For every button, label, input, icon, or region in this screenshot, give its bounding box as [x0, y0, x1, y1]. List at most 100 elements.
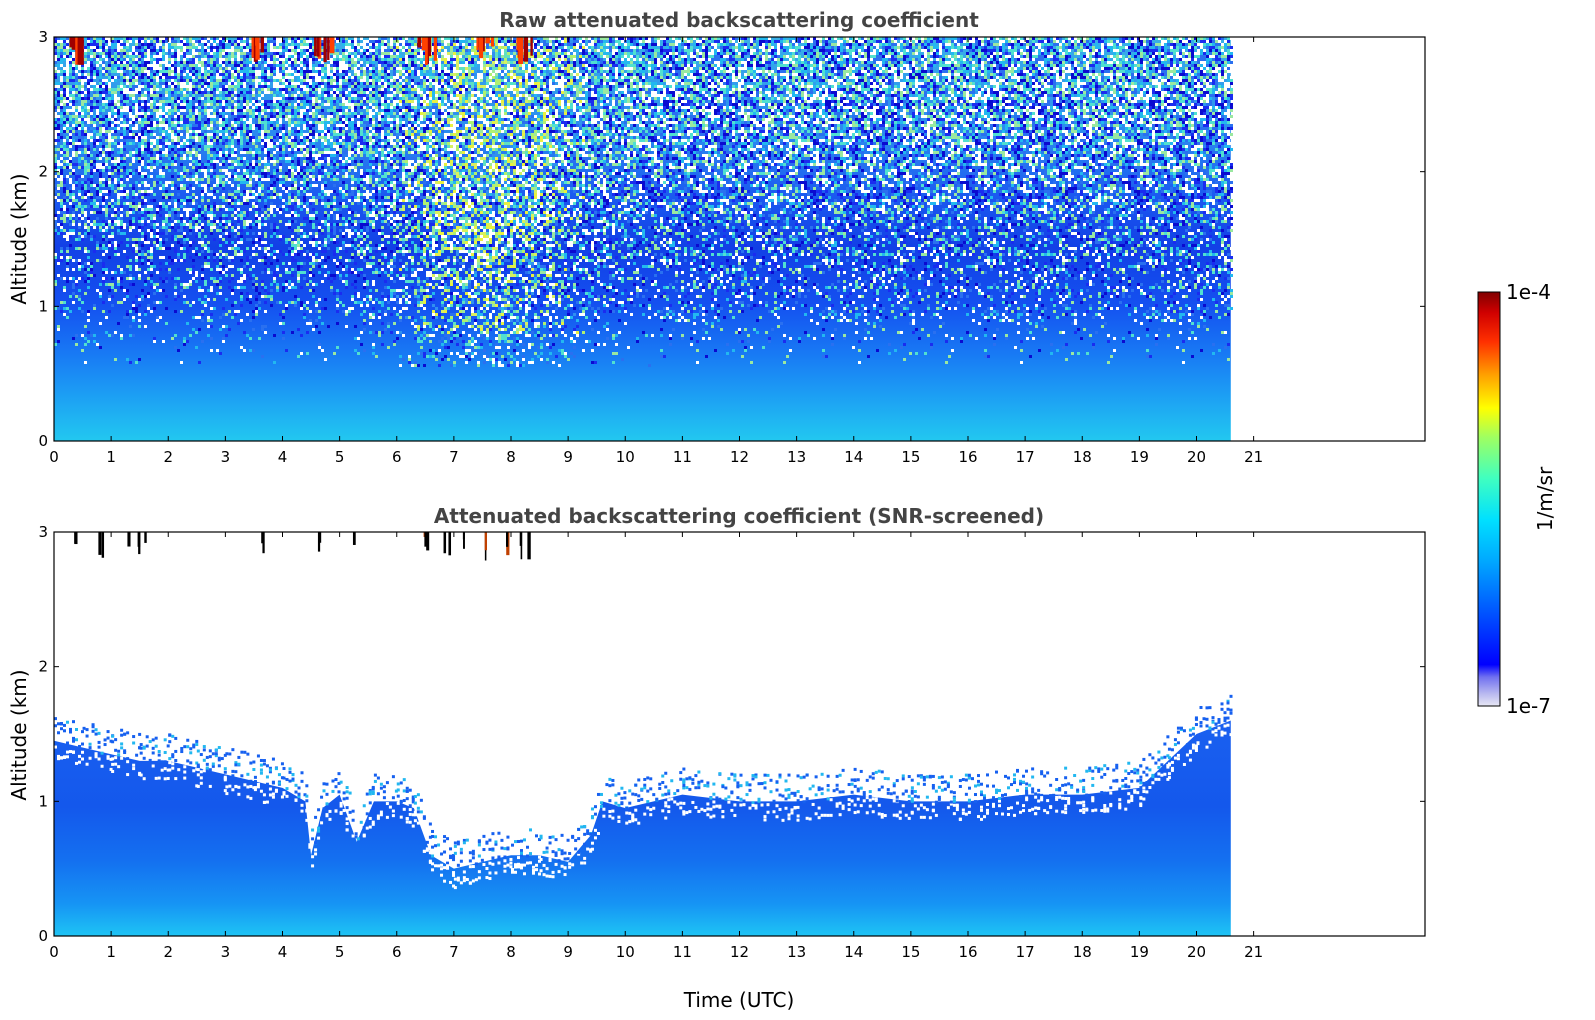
noise-pixel [183, 148, 186, 151]
noise-pixel [63, 154, 66, 157]
noise-pixel [300, 223, 303, 226]
noise-pixel [228, 82, 231, 85]
noise-pixel [204, 103, 207, 106]
noise-pixel [195, 163, 198, 166]
noise-pixel [216, 184, 219, 187]
noise-pixel [150, 205, 153, 208]
noise-pixel [240, 160, 243, 163]
noise-pixel [243, 127, 246, 130]
noise-pixel [291, 163, 294, 166]
noise-pixel [246, 130, 249, 133]
noise-pixel [297, 76, 300, 79]
noise-pixel [297, 124, 300, 127]
noise-pixel [135, 247, 138, 250]
noise-pixel [243, 49, 246, 52]
noise-pixel [123, 193, 126, 196]
noise-pixel [198, 112, 201, 115]
noise-pixel [81, 187, 84, 190]
noise-pixel [129, 49, 132, 52]
noise-pixel [219, 208, 222, 211]
noise-pixel [75, 238, 78, 241]
noise-pixel [213, 43, 216, 46]
noise-pixel [144, 94, 147, 97]
noise-pixel [177, 112, 180, 115]
noise-pixel [309, 79, 312, 82]
noise-pixel [84, 91, 87, 94]
noise-pixel [276, 37, 279, 40]
noise-pixel [309, 85, 312, 88]
noise-pixel [201, 226, 204, 229]
noise-pixel [210, 307, 213, 310]
noise-pixel [120, 55, 123, 58]
noise-pixel [174, 88, 177, 91]
noise-pixel [90, 130, 93, 133]
noise-pixel [156, 70, 159, 73]
noise-pixel [105, 283, 108, 286]
noise-pixel [297, 97, 300, 100]
noise-pixel [129, 361, 132, 364]
noise-pixel [108, 334, 111, 337]
noise-pixel [282, 91, 285, 94]
noise-pixel [162, 94, 165, 97]
noise-pixel [303, 61, 306, 64]
noise-pixel [141, 181, 144, 184]
noise-pixel [246, 91, 249, 94]
noise-pixel [261, 61, 264, 64]
noise-pixel [303, 277, 306, 280]
noise-pixel [258, 73, 261, 76]
noise-pixel [213, 166, 216, 169]
noise-pixel [159, 112, 162, 115]
noise-pixel [78, 265, 81, 268]
noise-pixel [213, 85, 216, 88]
noise-pixel [231, 229, 234, 232]
noise-pixel [171, 73, 174, 76]
noise-pixel [264, 85, 267, 88]
noise-pixel [276, 145, 279, 148]
noise-pixel [288, 118, 291, 121]
noise-pixel [303, 154, 306, 157]
noise-pixel [246, 100, 249, 103]
noise-pixel [306, 184, 309, 187]
noise-pixel [168, 193, 171, 196]
noise-pixel [129, 109, 132, 112]
noise-pixel [219, 106, 222, 109]
noise-pixel [201, 94, 204, 97]
noise-pixel [273, 85, 276, 88]
noise-pixel [279, 103, 282, 106]
noise-pixel [75, 130, 78, 133]
noise-pixel [54, 76, 57, 79]
noise-pixel [249, 256, 252, 259]
noise-pixel [168, 229, 171, 232]
noise-pixel [114, 190, 117, 193]
noise-pixel [288, 67, 291, 70]
noise-pixel [117, 253, 120, 256]
noise-pixel [63, 103, 66, 106]
noise-pixel [276, 157, 279, 160]
noise-pixel [186, 88, 189, 91]
noise-pixel [168, 142, 171, 145]
noise-pixel [81, 157, 84, 160]
noise-pixel [216, 292, 219, 295]
noise-pixel [189, 172, 192, 175]
noise-pixel [69, 124, 72, 127]
noise-pixel [102, 229, 105, 232]
noise-pixel [231, 70, 234, 73]
noise-pixel [126, 43, 129, 46]
noise-pixel [228, 106, 231, 109]
noise-pixel [306, 154, 309, 157]
noise-pixel [126, 130, 129, 133]
noise-pixel [198, 211, 201, 214]
noise-pixel [291, 229, 294, 232]
noise-pixel [135, 118, 138, 121]
noise-pixel [192, 43, 195, 46]
noise-pixel [306, 85, 309, 88]
noise-pixel [156, 115, 159, 118]
noise-pixel [255, 169, 258, 172]
noise-pixel [234, 82, 237, 85]
noise-pixel [183, 88, 186, 91]
noise-pixel [225, 172, 228, 175]
noise-pixel [174, 202, 177, 205]
noise-pixel [108, 148, 111, 151]
noise-pixel [201, 178, 204, 181]
noise-pixel [177, 130, 180, 133]
